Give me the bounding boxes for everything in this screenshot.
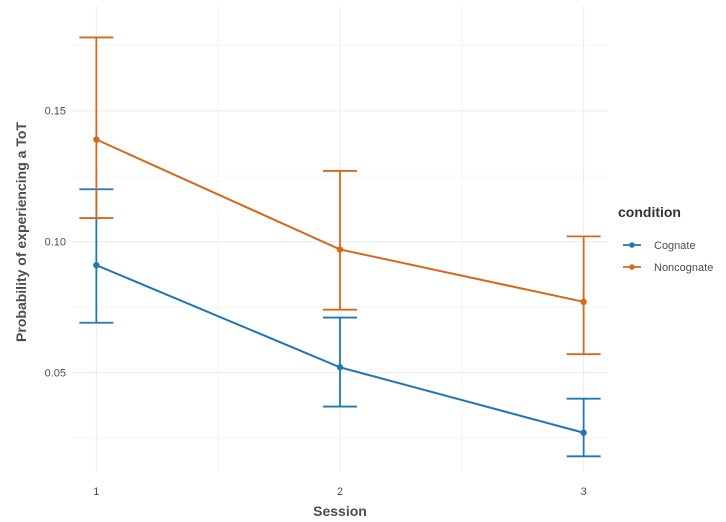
- legend-key-point: [629, 242, 635, 248]
- data-point: [93, 136, 100, 143]
- data-point: [580, 298, 587, 306]
- legend: condition Cognate Noncognate: [618, 204, 713, 274]
- legend-label: Cognate: [654, 240, 696, 252]
- x-axis-ticks: 1 2 3: [93, 486, 586, 498]
- x-tick-label: 2: [337, 486, 343, 498]
- x-axis-title: Session: [313, 503, 367, 519]
- series-layer: [79, 36, 601, 458]
- y-tick-label: 0.15: [45, 106, 66, 118]
- legend-key-point: [629, 264, 635, 270]
- legend-title: condition: [618, 204, 681, 220]
- data-point: [336, 246, 344, 253]
- y-tick-label: 0.10: [45, 237, 66, 249]
- series-noncognate: [79, 36, 601, 356]
- data-point: [580, 429, 587, 436]
- y-axis-title: Probability of experiencing a ToT: [13, 122, 29, 342]
- grid: [72, 6, 608, 472]
- x-tick-label: 1: [93, 486, 99, 498]
- legend-items: Cognate Noncognate: [623, 240, 713, 274]
- legend-label: Noncognate: [654, 262, 713, 274]
- x-tick-label: 3: [581, 486, 587, 498]
- y-axis-ticks: 0.05 0.10 0.15: [45, 106, 66, 380]
- data-point: [93, 261, 100, 269]
- y-tick-label: 0.05: [45, 368, 66, 380]
- data-point: [336, 364, 344, 371]
